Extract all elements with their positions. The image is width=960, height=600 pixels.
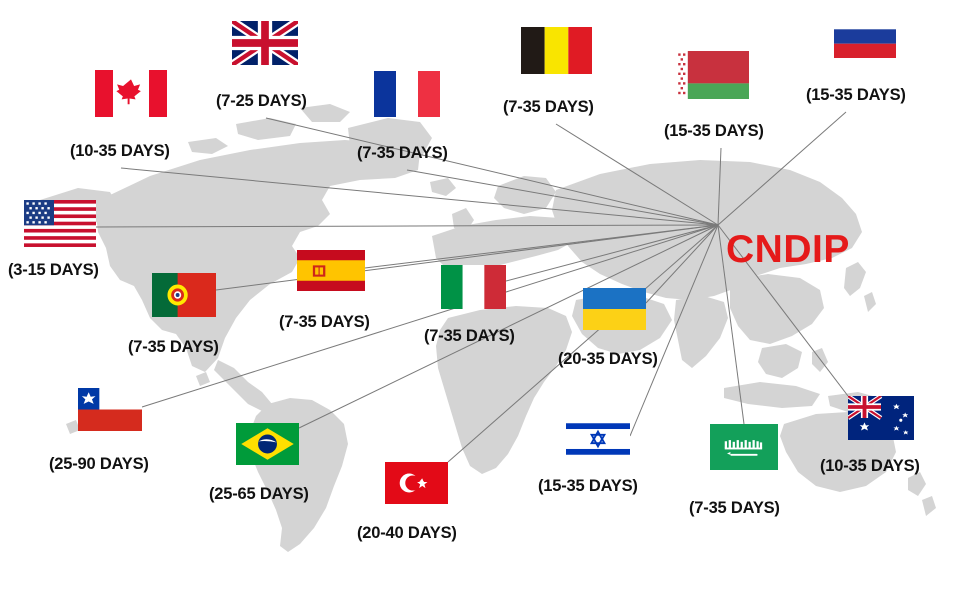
delivery-days-label-saudi-arabia: (7-35 DAYS) <box>689 499 780 517</box>
delivery-days-label-united-kingdom: (7-25 DAYS) <box>216 92 307 110</box>
delivery-days-label-france: (7-35 DAYS) <box>357 144 448 162</box>
route-line-chile <box>141 224 719 408</box>
flag-ukraine <box>583 288 646 330</box>
delivery-days-label-turkey: (20-40 DAYS) <box>357 524 457 542</box>
flag-italy <box>441 265 506 309</box>
flag-portugal <box>152 273 216 317</box>
route-line-brazil <box>298 224 719 429</box>
route-line-canada <box>120 167 719 226</box>
route-line-australia <box>717 224 849 397</box>
flag-australia <box>848 396 914 440</box>
route-line-ukraine <box>645 224 719 304</box>
delivery-days-label-italy: (7-35 DAYS) <box>424 327 515 345</box>
delivery-days-label-chile: (25-90 DAYS) <box>49 455 149 473</box>
flag-belgium <box>521 27 592 74</box>
flag-canada <box>95 70 167 117</box>
delivery-days-label-united-states: (3-15 DAYS) <box>8 261 99 279</box>
flag-belarus <box>677 51 749 99</box>
flag-spain <box>297 250 365 291</box>
route-line-belgium <box>555 123 719 226</box>
flag-brazil <box>236 423 299 465</box>
flag-saudi-arabia <box>710 424 778 470</box>
flag-united-states <box>24 200 96 247</box>
delivery-days-label-canada: (10-35 DAYS) <box>70 142 170 160</box>
route-line-turkey <box>447 224 719 463</box>
delivery-days-label-portugal: (7-35 DAYS) <box>128 338 219 356</box>
delivery-days-label-belarus: (15-35 DAYS) <box>664 122 764 140</box>
flag-israel <box>566 418 630 460</box>
route-line-belarus <box>717 147 722 226</box>
route-line-italy <box>505 224 719 282</box>
route-line-russia <box>717 111 847 226</box>
flag-united-kingdom <box>232 21 298 65</box>
route-line-france <box>406 169 719 226</box>
delivery-days-label-israel: (15-35 DAYS) <box>538 477 638 495</box>
route-line-united-kingdom <box>265 117 719 226</box>
flag-turkey <box>385 462 448 504</box>
route-line-spain <box>364 224 719 269</box>
delivery-days-label-spain: (7-35 DAYS) <box>279 313 370 331</box>
route-line-israel <box>629 224 719 437</box>
delivery-days-label-ukraine: (20-35 DAYS) <box>558 350 658 368</box>
route-line-united-states <box>95 224 719 228</box>
delivery-days-label-belgium: (7-35 DAYS) <box>503 98 594 116</box>
flag-france <box>374 71 440 117</box>
delivery-days-label-brazil: (25-65 DAYS) <box>209 485 309 503</box>
flag-chile <box>78 388 142 431</box>
hub-label-cndip: CNDIP <box>726 228 850 271</box>
delivery-days-label-australia: (10-35 DAYS) <box>820 457 920 475</box>
route-line-saudi-arabia <box>717 224 745 425</box>
delivery-days-label-russia: (15-35 DAYS) <box>806 86 906 104</box>
flag-russia <box>834 15 896 58</box>
